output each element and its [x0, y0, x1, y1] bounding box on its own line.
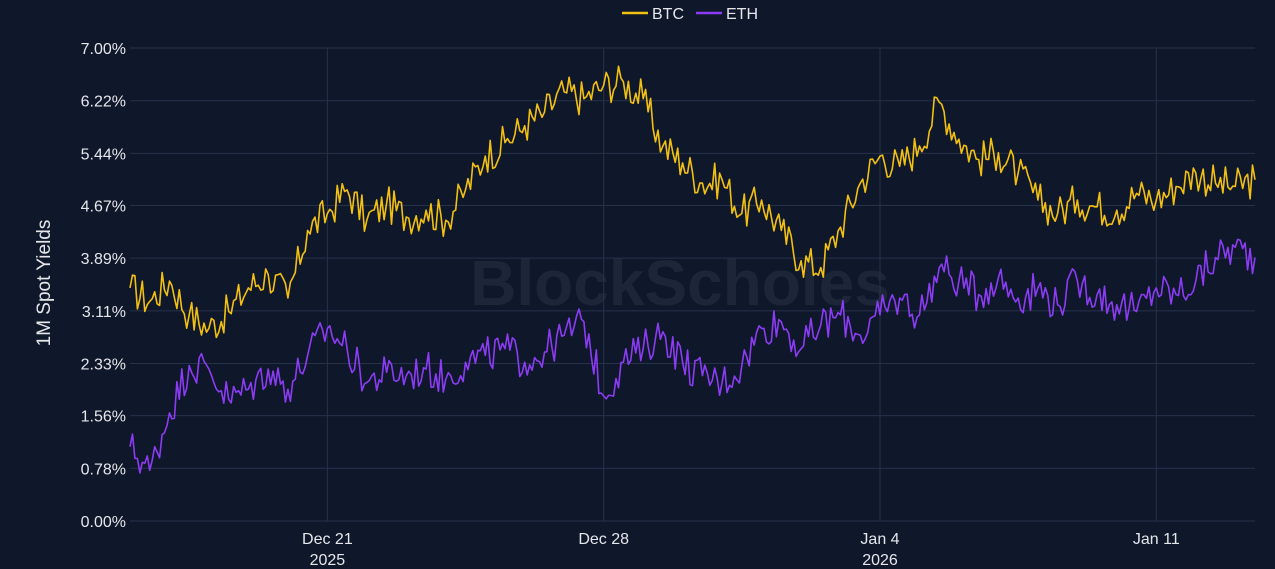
legend-label-eth: ETH	[726, 6, 758, 23]
y-tick-label: 3.89%	[81, 251, 126, 268]
series-line-btc	[129, 65, 1256, 339]
y-tick-label: 1.56%	[81, 409, 126, 426]
y-tick-label: 0.00%	[81, 514, 126, 531]
series-line-eth	[129, 238, 1256, 474]
x-tick-label: Dec 21	[302, 531, 353, 548]
y-axis-title: 1M Spot Yields	[34, 220, 55, 347]
series-layer	[129, 65, 1256, 474]
x-tick-label: Jan 4	[860, 531, 899, 548]
y-tick-label: 6.22%	[81, 94, 126, 111]
y-tick-label: 2.33%	[81, 357, 126, 374]
y-tick-label: 5.44%	[81, 146, 126, 163]
watermark: BlockScholes	[470, 247, 890, 319]
y-tick-label: 3.11%	[82, 304, 126, 321]
x-axis: Dec 21 2025 Dec 28 Jan 4 2026 Jan 11	[302, 531, 1180, 569]
x-tick-label: Dec 28	[578, 531, 629, 548]
y-tick-label: 0.78%	[81, 461, 126, 478]
y-tick-label: 4.67%	[81, 198, 126, 215]
x-tick-sublabel: 2025	[310, 552, 346, 569]
legend: BTC ETH	[622, 6, 758, 23]
y-axis: 0.00% 0.78% 1.56% 2.33% 3.11% 3.89% 4.67% 5.44%…	[81, 41, 126, 531]
x-tick-sublabel: 2026	[862, 552, 898, 569]
grid	[130, 47, 1255, 522]
x-tick-label: Jan 11	[1133, 531, 1180, 548]
y-tick-label: 7.00%	[81, 41, 126, 58]
legend-label-btc: BTC	[652, 6, 684, 23]
